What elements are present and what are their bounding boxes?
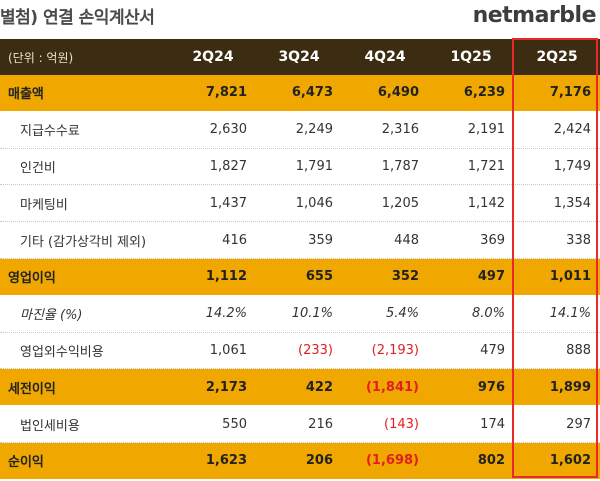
table-cell: 1,205 [381, 195, 419, 211]
row-label: 영업외수익비용 [20, 344, 104, 360]
row-label: 영업이익 [8, 271, 56, 287]
table-row-labor: 인건비 1,827 1,791 1,787 1,721 1,749 [0, 149, 600, 186]
table-row-margin: 마진율 (%) 14.2% 10.1% 5.4% 8.0% 14.1% [0, 296, 600, 333]
table-cell: 479 [480, 342, 505, 358]
row-label: 지급수수료 [20, 124, 80, 140]
table-cell: 550 [222, 416, 247, 432]
table-cell: 8.0% [471, 306, 505, 322]
row-label: 법인세비용 [20, 418, 80, 434]
table-cell: 2,173 [205, 379, 247, 395]
table-row-pretax-income: 세전이익 2,173 422 (1,841) 976 1,899 [0, 369, 600, 407]
table-cell: (233) [298, 342, 333, 358]
table-cell: 497 [477, 269, 505, 285]
table-cell: 1,046 [295, 195, 333, 211]
row-label: 세전이익 [8, 381, 56, 397]
row-label: 마진율 (%) [20, 308, 83, 324]
table-cell: 216 [308, 416, 333, 432]
table-cell: 416 [222, 232, 247, 248]
table-row-other: 기타 (감가상각비 제외) 416 359 448 369 338 [0, 222, 600, 259]
table-cell: 1,827 [209, 158, 247, 174]
table-row-operating-profit: 영업이익 1,112 655 352 497 1,011 [0, 258, 600, 296]
table-cell: 2,630 [209, 122, 247, 138]
table-cell: 655 [305, 269, 333, 285]
table-cell: 338 [566, 232, 591, 248]
table-row-revenue: 매출액 7,821 6,473 6,490 6,239 7,176 [0, 75, 600, 112]
table-row-income-tax: 법인세비용 550 216 (143) 174 297 [0, 406, 600, 443]
table-cell: 2,316 [381, 122, 419, 138]
table-header-row: (단위 : 억원) 2Q24 3Q24 4Q24 1Q25 2Q25 [0, 39, 600, 75]
column-header-2q25: 2Q25 [536, 49, 578, 65]
column-header-2q24: 2Q24 [192, 49, 234, 65]
table-row-marketing: 마케팅비 1,437 1,046 1,205 1,142 1,354 [0, 185, 600, 223]
table-cell: 1,112 [205, 269, 247, 285]
table-cell: 10.1% [291, 306, 333, 322]
table-cell: 1,623 [205, 453, 247, 469]
row-label: 기타 (감가상각비 제외) [20, 234, 147, 250]
table-cell: 422 [305, 379, 333, 395]
table-cell: (1,841) [365, 379, 419, 395]
table-cell: 6,473 [291, 85, 333, 101]
table-row-net-income: 순이익 1,623 206 (1,698) 802 1,602 [0, 442, 600, 480]
table-row-fees: 지급수수료 2,630 2,249 2,316 2,191 2,424 [0, 112, 600, 149]
table-cell: 359 [308, 232, 333, 248]
unit-label: (단위 : 억원) [8, 50, 74, 65]
table-cell: 976 [477, 379, 505, 395]
table-cell: 448 [394, 232, 419, 248]
table-cell: 369 [480, 232, 505, 248]
table-cell: 7,176 [549, 85, 591, 101]
table-cell: 1,899 [549, 379, 591, 395]
row-label: 마케팅비 [20, 197, 68, 213]
table-cell: 1,787 [381, 158, 419, 174]
table-cell: 888 [566, 342, 591, 358]
netmarble-logo: netmarble [472, 3, 597, 28]
table-cell: 14.1% [549, 306, 591, 322]
table-cell: 2,191 [467, 122, 505, 138]
column-header-3q24: 3Q24 [278, 49, 320, 65]
table-cell: 1,791 [295, 158, 333, 174]
table-cell: 6,490 [377, 85, 419, 101]
table-cell: 1,437 [209, 195, 247, 211]
table-row-non-operating: 영업외수익비용 1,061 (233) (2,193) 479 888 [0, 333, 600, 370]
table-cell: 802 [477, 453, 505, 469]
table-cell: 1,061 [209, 342, 247, 358]
income-statement-table: (단위 : 억원) 2Q24 3Q24 4Q24 1Q25 2Q25 매출액 7… [0, 39, 600, 480]
table-cell: 1,721 [467, 158, 505, 174]
column-header-4q24: 4Q24 [364, 49, 406, 65]
table-cell: 206 [305, 453, 333, 469]
row-label: 순이익 [8, 455, 44, 471]
table-cell: 7,821 [205, 85, 247, 101]
table-cell: 1,354 [553, 195, 591, 211]
table-cell: (143) [384, 416, 419, 432]
page-title: 별첨) 연결 손익계산서 [0, 8, 155, 28]
table-cell: 297 [566, 416, 591, 432]
table-cell: 1,602 [549, 453, 591, 469]
table-cell: 5.4% [385, 306, 419, 322]
row-label: 매출액 [8, 87, 44, 103]
table-cell: 352 [391, 269, 419, 285]
table-cell: 1,011 [549, 269, 591, 285]
table-cell: 6,239 [463, 85, 505, 101]
table-cell: 1,749 [553, 158, 591, 174]
table-cell: (1,698) [365, 453, 419, 469]
table-cell: 14.2% [205, 306, 247, 322]
table-cell: (2,193) [371, 342, 419, 358]
table-cell: 2,424 [553, 122, 591, 138]
table-cell: 2,249 [295, 122, 333, 138]
row-label: 인건비 [20, 160, 56, 176]
column-header-1q25: 1Q25 [450, 49, 492, 65]
table-cell: 1,142 [467, 195, 505, 211]
table-cell: 174 [480, 416, 505, 432]
